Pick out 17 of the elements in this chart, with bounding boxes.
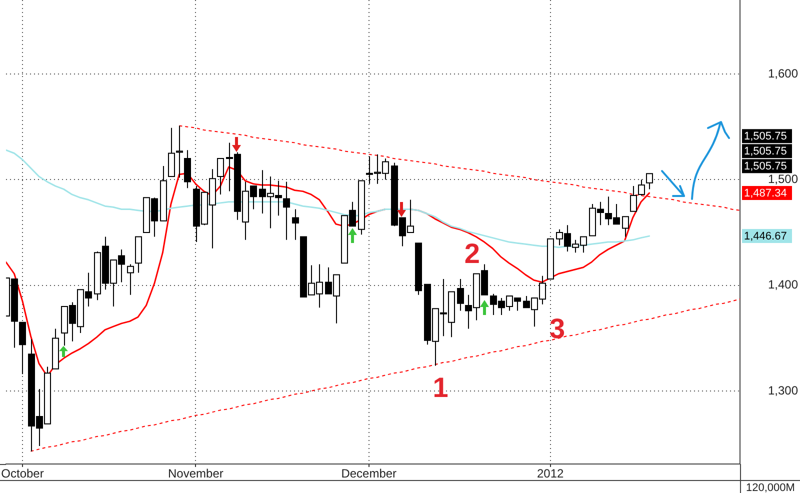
text: 1,505.75 [744,130,787,143]
text: 1,505.75 [744,146,787,158]
text: 1,505.75 [744,160,787,173]
text: 1,487.34 [744,188,787,200]
annotation: 1 [432,372,448,403]
text: 1,446.67 [744,230,787,243]
annotation: 2 [464,238,480,269]
y-tick-label: 1,600 [768,66,798,80]
y-tick-label: 1,400 [768,278,798,292]
x-tick-label: December [341,466,397,481]
x-tick-label: October [1,466,44,481]
y-tick-label: 1,500 [768,172,798,186]
x-tick-label: 2012 [536,466,564,481]
x-tick-label: November [168,466,224,481]
y-tick-label: 1,300 [768,383,798,398]
annotation: 3 [549,313,566,344]
text: 120,000M [746,482,795,493]
